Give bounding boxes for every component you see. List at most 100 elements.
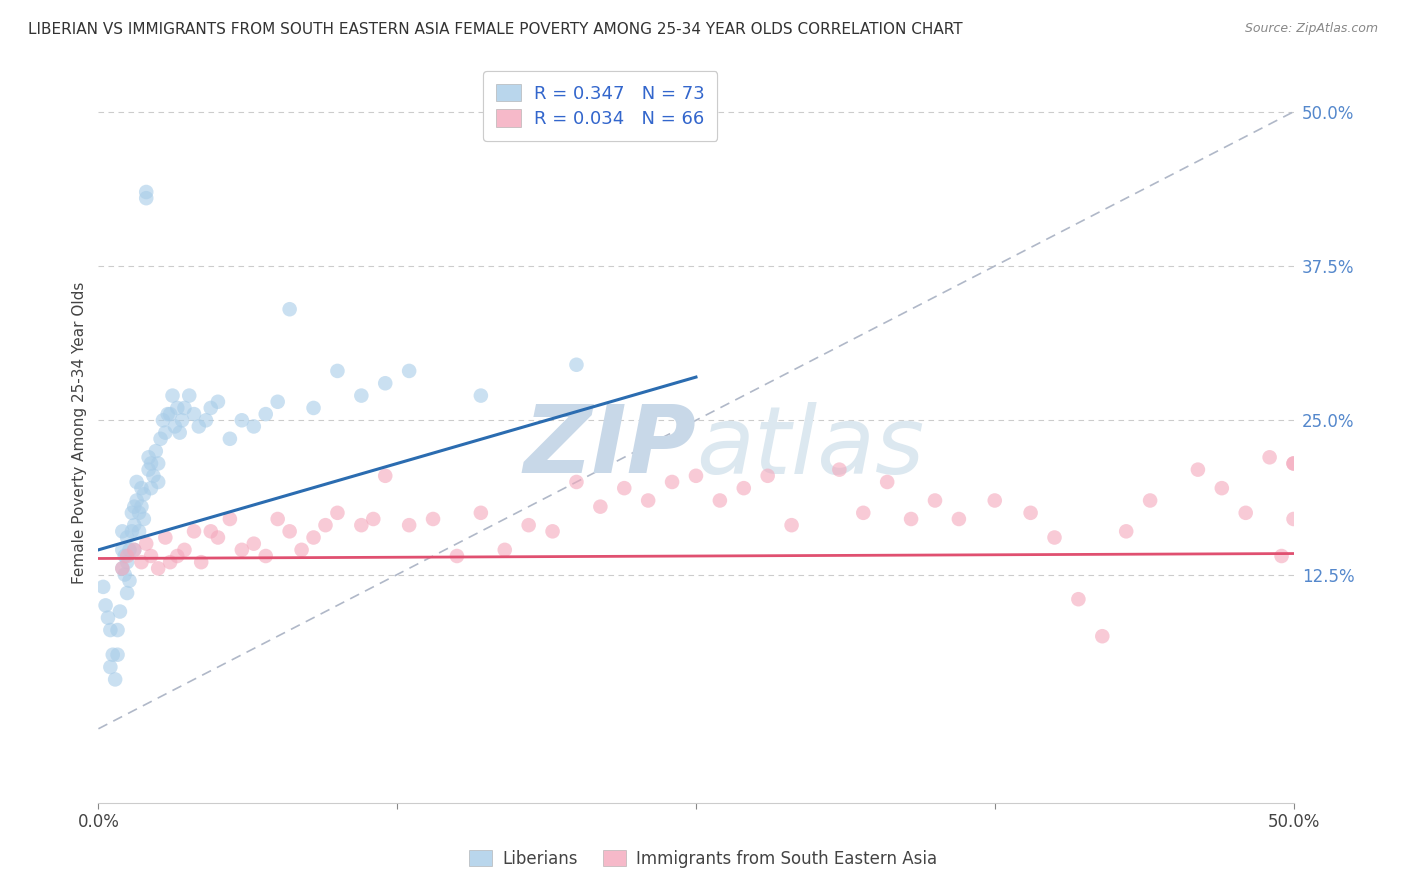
Point [948, 512, 970, 526]
Y-axis label: Female Poverty Among 25-34 Year Olds: Female Poverty Among 25-34 Year Olds [72, 282, 87, 583]
Point [128, 524, 150, 539]
Point [780, 518, 803, 533]
Point [115, 555, 138, 569]
Point [1187, 462, 1209, 476]
Point [1067, 592, 1090, 607]
Point [169, 425, 191, 440]
Text: atlas: atlas [696, 402, 924, 493]
Point [108, 605, 131, 619]
Point [363, 512, 385, 526]
Point [195, 413, 218, 427]
Point [709, 493, 731, 508]
Point [278, 524, 301, 539]
Point [107, 648, 129, 662]
Point [1115, 524, 1137, 539]
Point [142, 468, 165, 483]
Point [302, 401, 325, 415]
Point [138, 450, 160, 465]
Point [350, 389, 373, 403]
Point [135, 536, 157, 550]
Point [1282, 457, 1305, 471]
Point [183, 524, 205, 539]
Text: LIBERIAN VS IMMIGRANTS FROM SOUTH EASTERN ASIA FEMALE POVERTY AMONG 25-34 YEAR O: LIBERIAN VS IMMIGRANTS FROM SOUTH EASTER… [28, 22, 963, 37]
Point [187, 419, 209, 434]
Point [207, 531, 229, 545]
Point [613, 481, 636, 495]
Point [125, 475, 148, 489]
Point [111, 561, 134, 575]
Point [219, 512, 242, 526]
Point [111, 561, 134, 575]
Point [267, 512, 290, 526]
Text: ZIP: ZIP [523, 401, 696, 493]
Point [118, 542, 141, 557]
Point [107, 623, 129, 637]
Point [145, 444, 167, 458]
Point [374, 376, 396, 391]
Point [278, 302, 301, 317]
Point [159, 407, 181, 421]
Point [179, 389, 201, 403]
Point [207, 394, 229, 409]
Point [91, 580, 114, 594]
Point [1091, 629, 1114, 643]
Point [138, 462, 160, 476]
Point [111, 524, 134, 539]
Point [173, 401, 195, 415]
Point [115, 586, 138, 600]
Point [115, 549, 138, 563]
Point [132, 487, 155, 501]
Point [302, 531, 325, 545]
Point [152, 413, 174, 427]
Point [1271, 549, 1294, 563]
Point [139, 457, 162, 471]
Point [124, 518, 146, 533]
Point [685, 468, 707, 483]
Point [128, 506, 150, 520]
Point [756, 468, 779, 483]
Point [326, 364, 349, 378]
Point [98, 623, 122, 637]
Point [121, 506, 143, 520]
Point [118, 574, 141, 588]
Point [315, 518, 337, 533]
Point [541, 524, 564, 539]
Point [1258, 450, 1281, 465]
Point [148, 475, 170, 489]
Point [470, 389, 492, 403]
Point [156, 407, 179, 421]
Point [148, 457, 170, 471]
Point [139, 481, 162, 495]
Point [183, 407, 205, 421]
Point [172, 413, 194, 427]
Point [131, 500, 153, 514]
Point [104, 673, 127, 687]
Point [1234, 506, 1257, 520]
Point [219, 432, 242, 446]
Point [94, 599, 117, 613]
Point [111, 542, 134, 557]
Point [398, 364, 420, 378]
Point [155, 425, 177, 440]
Point [115, 531, 138, 545]
Point [267, 394, 290, 409]
Point [148, 561, 170, 575]
Point [291, 542, 314, 557]
Point [1282, 512, 1305, 526]
Point [900, 512, 922, 526]
Point [124, 542, 146, 557]
Point [422, 512, 444, 526]
Point [121, 524, 143, 539]
Point [1282, 457, 1305, 471]
Point [446, 549, 468, 563]
Point [162, 389, 184, 403]
Point [231, 542, 253, 557]
Point [163, 419, 186, 434]
Point [470, 506, 492, 520]
Point [131, 555, 153, 569]
Point [149, 432, 172, 446]
Point [326, 506, 349, 520]
Point [114, 549, 136, 563]
Point [98, 660, 122, 674]
Point [565, 475, 588, 489]
